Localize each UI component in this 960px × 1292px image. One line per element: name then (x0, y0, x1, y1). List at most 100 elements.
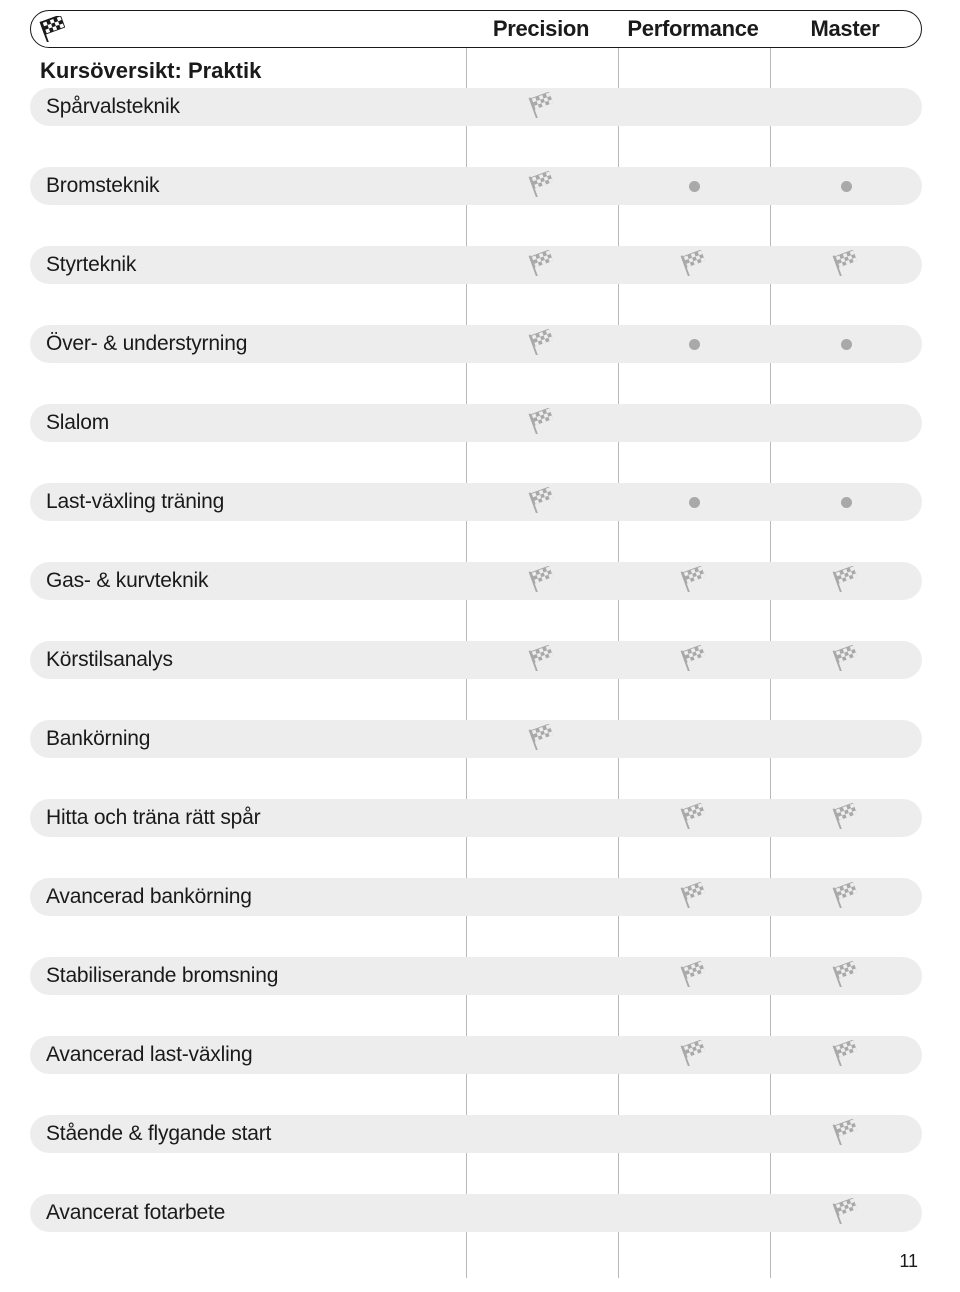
flag-icon (831, 250, 861, 281)
table-cell (466, 566, 618, 597)
flag-icon (679, 250, 709, 281)
table-cell (770, 961, 922, 992)
row-label: Stabiliserande bromsning (30, 964, 466, 988)
table-cell (466, 92, 618, 123)
table-cell (466, 329, 618, 360)
flag-icon (679, 803, 709, 834)
row-label: Bankörning (30, 727, 466, 751)
table-row: Last-växling träning (30, 483, 922, 521)
flag-icon (527, 645, 557, 676)
table-cell (770, 250, 922, 281)
table-cell (466, 645, 618, 676)
table-cell (618, 497, 770, 508)
dot-icon (841, 497, 852, 508)
table-cell (770, 645, 922, 676)
page-number: 11 (899, 1251, 918, 1272)
row-label: Avancerad last-växling (30, 1043, 466, 1067)
row-label: Bromsteknik (30, 174, 466, 198)
flag-icon (831, 1198, 861, 1229)
flag-icon (527, 92, 557, 123)
flag-icon (831, 645, 861, 676)
flag-icon (679, 1040, 709, 1071)
column-header-performance: Performance (617, 16, 769, 42)
flag-icon (527, 171, 557, 202)
table-cell (770, 339, 922, 350)
dot-icon (689, 497, 700, 508)
table-cell (466, 487, 618, 518)
table-cell (618, 645, 770, 676)
table-cell (770, 882, 922, 913)
table-cell (618, 566, 770, 597)
flag-icon (679, 645, 709, 676)
section-title: Kursöversikt: Praktik (30, 50, 922, 88)
flag-icon (527, 329, 557, 360)
table-cell (770, 566, 922, 597)
dot-icon (841, 339, 852, 350)
flag-icon (527, 408, 557, 439)
flag-icon (831, 1040, 861, 1071)
flag-icon (831, 566, 861, 597)
table-row: Gas- & kurvteknik (30, 562, 922, 600)
dot-icon (689, 181, 700, 192)
row-label: Hitta och träna rätt spår (30, 806, 466, 830)
table-cell (618, 961, 770, 992)
flag-icon (831, 882, 861, 913)
dot-icon (841, 181, 852, 192)
table-cell (466, 171, 618, 202)
row-label: Över- & understyrning (30, 332, 466, 356)
row-label: Avancerad bankörning (30, 885, 466, 909)
table-cell (770, 1119, 922, 1150)
flag-icon (831, 803, 861, 834)
flag-icon (31, 16, 75, 42)
row-label: Styrteknik (30, 253, 466, 277)
table-row: Hitta och träna rätt spår (30, 799, 922, 837)
row-label: Körstilsanalys (30, 648, 466, 672)
table-cell (770, 803, 922, 834)
row-label: Slalom (30, 411, 466, 435)
table-row: Bankörning (30, 720, 922, 758)
row-label: Stående & flygande start (30, 1122, 466, 1146)
flag-icon (527, 250, 557, 281)
column-header-precision: Precision (465, 16, 617, 42)
row-label: Last-växling träning (30, 490, 466, 514)
table-cell (618, 250, 770, 281)
table-cell (618, 803, 770, 834)
table-row: Körstilsanalys (30, 641, 922, 679)
table-row: Avancerat fotarbete (30, 1194, 922, 1232)
row-label: Spårvalsteknik (30, 95, 466, 119)
flag-icon (831, 961, 861, 992)
table-cell (770, 497, 922, 508)
table-body: Spårvalsteknik Bromsteknik (30, 88, 922, 1232)
table-row: Avancerad last-växling (30, 1036, 922, 1074)
table-cell (618, 339, 770, 350)
table-row: Bromsteknik (30, 167, 922, 205)
table-cell (618, 181, 770, 192)
table-cell (466, 724, 618, 755)
table-row: Spårvalsteknik (30, 88, 922, 126)
table-row: Slalom (30, 404, 922, 442)
flag-icon (679, 566, 709, 597)
row-label: Gas- & kurvteknik (30, 569, 466, 593)
table-header: Precision Performance Master (30, 10, 922, 48)
table-cell (618, 1040, 770, 1071)
table-cell (618, 882, 770, 913)
table-cell (770, 1040, 922, 1071)
flag-icon (831, 1119, 861, 1150)
table-row: Stående & flygande start (30, 1115, 922, 1153)
table-row: Stabiliserande bromsning (30, 957, 922, 995)
table-row: Över- & understyrning (30, 325, 922, 363)
flag-icon (527, 724, 557, 755)
table-cell (466, 250, 618, 281)
table-row: Avancerad bankörning (30, 878, 922, 916)
column-header-master: Master (769, 16, 921, 42)
table-cell (466, 408, 618, 439)
row-label: Avancerat fotarbete (30, 1201, 466, 1225)
flag-icon (527, 566, 557, 597)
flag-icon (527, 487, 557, 518)
flag-icon (679, 961, 709, 992)
table-cell (770, 181, 922, 192)
table-cell (770, 1198, 922, 1229)
flag-icon (679, 882, 709, 913)
table-row: Styrteknik (30, 246, 922, 284)
dot-icon (689, 339, 700, 350)
